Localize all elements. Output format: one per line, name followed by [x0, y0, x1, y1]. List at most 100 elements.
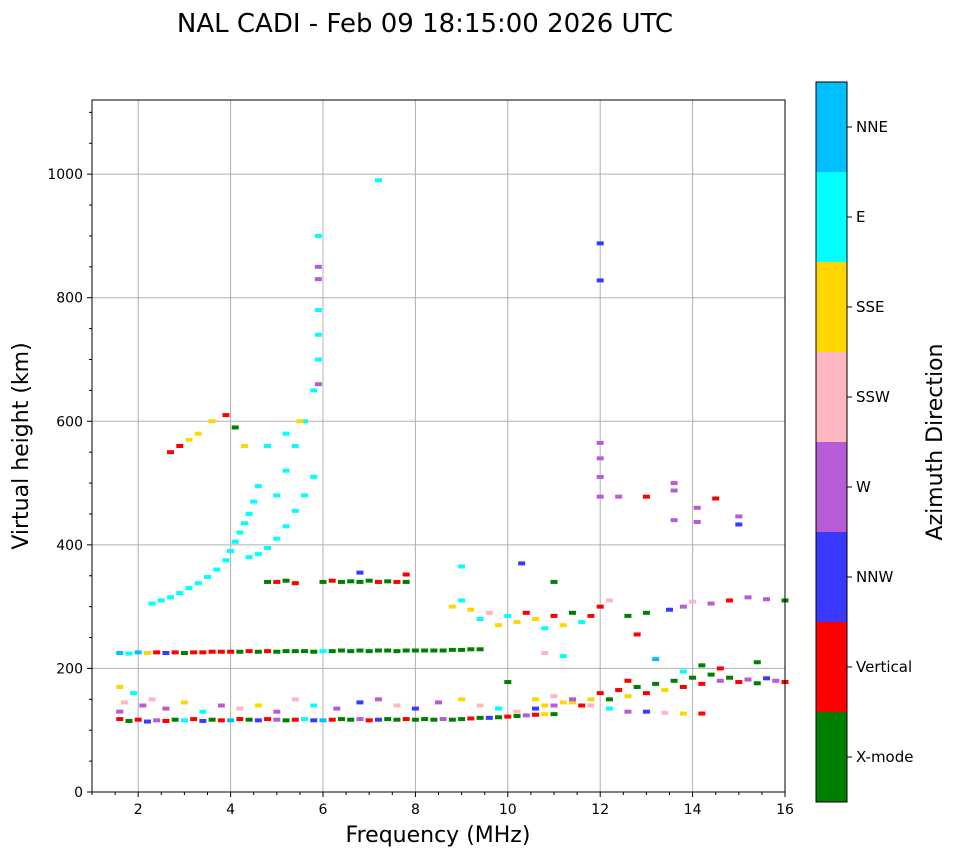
echo-point — [194, 581, 202, 586]
echo-point — [301, 419, 309, 424]
colorbar-frame — [815, 81, 848, 803]
echo-point — [208, 717, 216, 722]
echo-point — [374, 648, 382, 653]
echo-point — [337, 648, 345, 653]
echo-point — [125, 718, 133, 723]
echo-point — [217, 703, 225, 708]
echo-point — [310, 474, 318, 479]
echo-point — [467, 647, 475, 652]
echo-point — [245, 649, 253, 654]
colorbar-label: W — [856, 478, 871, 496]
echo-point — [393, 703, 401, 708]
echo-point — [716, 678, 724, 683]
echo-point — [393, 579, 401, 584]
echo-point — [605, 598, 613, 603]
echo-point — [291, 649, 299, 654]
echo-point — [319, 649, 327, 654]
echo-point — [282, 468, 290, 473]
echo-point — [670, 678, 678, 683]
colorbar-segment — [816, 442, 847, 532]
echo-point — [337, 579, 345, 584]
echo-point — [314, 308, 322, 313]
echo-point — [624, 694, 632, 699]
x-tick-label: 16 — [776, 802, 794, 818]
echo-point — [282, 649, 290, 654]
echo-point — [374, 178, 382, 183]
echo-point — [167, 595, 175, 600]
y-axis-ticks: 0 200 400 600 800 1000 — [47, 111, 92, 801]
echo-point — [116, 709, 124, 714]
echo-point — [116, 717, 124, 722]
echo-point — [314, 277, 322, 282]
echo-point — [578, 620, 586, 625]
echo-point — [596, 456, 604, 461]
echo-point — [532, 706, 540, 711]
echo-point — [522, 610, 530, 615]
echo-point — [347, 649, 355, 654]
echo-point — [384, 717, 392, 722]
echo-point — [217, 649, 225, 654]
echo-point — [550, 703, 558, 708]
colorbar-title: Azimuth Direction — [923, 343, 948, 540]
echo-point — [568, 697, 576, 702]
echo-point — [541, 650, 549, 655]
echo-point — [735, 522, 743, 527]
echo-point — [652, 681, 660, 686]
echo-point — [495, 706, 503, 711]
echo-point — [541, 703, 549, 708]
echo-point — [296, 419, 304, 424]
echo-point — [698, 681, 706, 686]
echo-point — [753, 681, 761, 686]
echo-point — [273, 717, 281, 722]
echo-point — [208, 649, 216, 654]
echo-point — [204, 574, 211, 579]
echo-point — [365, 649, 373, 654]
echo-point — [735, 514, 743, 519]
echo-point — [495, 715, 503, 720]
echo-point — [707, 601, 715, 606]
echo-point — [314, 264, 322, 269]
echo-point — [513, 714, 521, 719]
echo-point — [596, 278, 604, 283]
echo-point — [402, 579, 410, 584]
echo-point — [291, 444, 299, 448]
echo-point — [273, 536, 281, 541]
echo-point — [458, 564, 466, 569]
echo-point — [116, 650, 124, 655]
x-axis-title: Frequency (MHz) — [346, 823, 531, 848]
echo-point — [134, 650, 142, 655]
echo-point — [254, 703, 262, 708]
echo-point — [689, 675, 697, 680]
echo-point — [333, 706, 341, 711]
colorbar-segment — [816, 262, 847, 352]
echo-point — [402, 572, 410, 577]
echo-point — [157, 598, 165, 603]
echo-point — [190, 717, 198, 722]
echo-point — [458, 598, 466, 603]
echo-point — [282, 718, 290, 723]
colorbar-label: NNE — [856, 118, 888, 136]
colorbar-label: NNW — [856, 568, 893, 586]
echo-point — [236, 706, 244, 711]
y-tick-label: 800 — [56, 291, 83, 307]
echo-point — [116, 684, 124, 689]
echo-point — [532, 712, 540, 717]
echo-point — [430, 717, 438, 722]
echo-point — [666, 607, 673, 612]
echo-point — [236, 649, 244, 654]
echo-point — [504, 613, 512, 618]
x-tick-label: 8 — [411, 802, 420, 818]
echo-point — [356, 570, 364, 575]
echo-point — [236, 530, 244, 535]
echo-point — [365, 578, 373, 583]
echo-point — [568, 700, 576, 705]
echo-point — [458, 697, 466, 702]
echo-point — [153, 718, 161, 723]
echo-point — [679, 684, 687, 689]
echo-point — [753, 660, 761, 665]
echo-point — [448, 647, 456, 652]
echo-point — [393, 649, 401, 654]
echo-point — [356, 700, 364, 705]
echo-point — [689, 599, 697, 604]
